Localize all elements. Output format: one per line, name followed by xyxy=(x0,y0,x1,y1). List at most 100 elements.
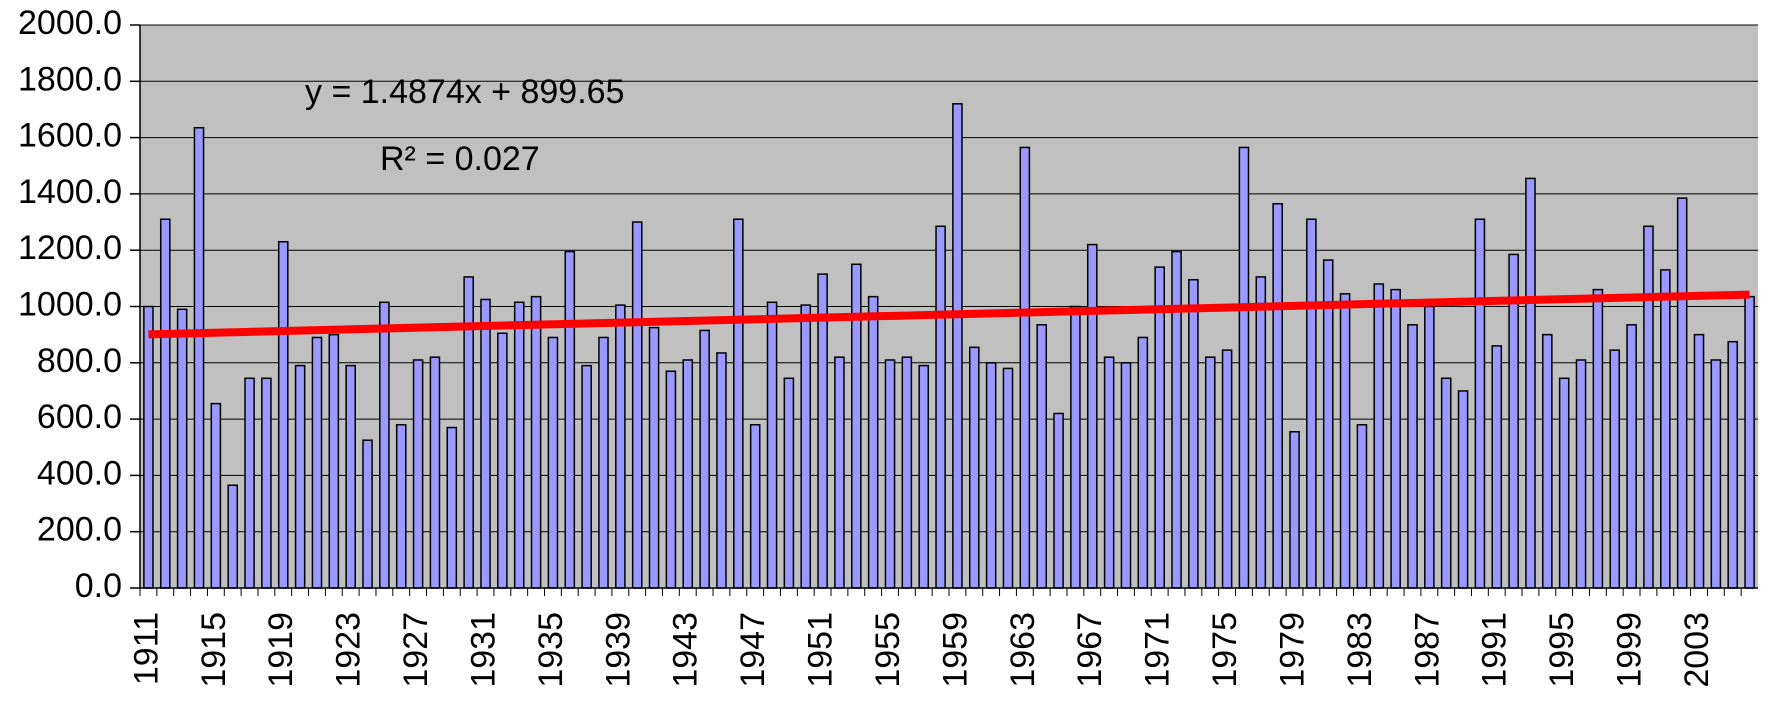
x-tick-label: 1931 xyxy=(464,612,502,688)
x-tick-label: 1987 xyxy=(1408,612,1446,688)
bar xyxy=(564,250,576,589)
x-tick-label: 1943 xyxy=(667,612,705,688)
bar xyxy=(1238,146,1250,589)
x-tick-label: 1939 xyxy=(599,612,637,688)
bar xyxy=(1744,295,1755,589)
bar xyxy=(1171,250,1182,589)
bar xyxy=(547,336,559,589)
x-tick-label: 2003 xyxy=(1678,612,1716,688)
bar xyxy=(867,295,879,589)
bars xyxy=(143,103,1755,589)
bar xyxy=(1120,362,1132,589)
bar xyxy=(968,346,980,589)
bar xyxy=(1188,279,1199,589)
bar xyxy=(985,362,997,589)
bar xyxy=(1356,423,1368,589)
bar xyxy=(1407,324,1418,589)
bar xyxy=(716,352,727,589)
y-tick-label: 1000.0 xyxy=(18,285,122,323)
bar xyxy=(311,336,323,589)
x-tick-label: 1975 xyxy=(1206,612,1244,688)
bar xyxy=(1086,243,1098,589)
y-tick-label: 400.0 xyxy=(37,454,122,492)
x-tick-label: 1999 xyxy=(1611,612,1649,688)
x-tick-label: 1915 xyxy=(195,612,233,688)
bar xyxy=(1592,288,1604,589)
x-tick-label: 1919 xyxy=(262,612,300,688)
bar xyxy=(1660,269,1671,589)
y-tick-label: 200.0 xyxy=(37,511,122,549)
x-tick-label: 1971 xyxy=(1139,612,1177,688)
bar xyxy=(1036,324,1047,589)
bar xyxy=(446,426,458,589)
bar xyxy=(615,304,626,589)
y-tick-label: 1800.0 xyxy=(18,60,122,98)
x-tick-label: 1967 xyxy=(1071,612,1109,688)
bar xyxy=(1626,324,1637,589)
bar xyxy=(834,356,845,589)
bar xyxy=(952,103,963,589)
bar xyxy=(648,326,660,589)
x-tick-label: 1963 xyxy=(1004,612,1042,688)
bar xyxy=(901,356,913,589)
bar xyxy=(294,364,306,589)
bar xyxy=(581,364,592,589)
bar xyxy=(193,126,205,589)
bar xyxy=(1221,349,1233,589)
bar xyxy=(530,295,542,589)
bar xyxy=(1575,359,1587,589)
y-tick-label: 800.0 xyxy=(37,342,122,380)
bar xyxy=(159,218,171,589)
grid xyxy=(140,24,1758,589)
bar xyxy=(733,218,744,589)
bar xyxy=(1204,356,1216,589)
bar xyxy=(328,333,340,589)
bar xyxy=(1440,377,1452,589)
x-tick-label: 1979 xyxy=(1273,612,1311,688)
bar xyxy=(1322,259,1334,589)
bar xyxy=(395,423,407,589)
x-tick-label: 1991 xyxy=(1476,612,1514,688)
bar xyxy=(1070,305,1081,589)
x-tick-label: 1911 xyxy=(127,612,165,685)
bar xyxy=(1491,345,1503,589)
bar xyxy=(766,301,778,589)
bar xyxy=(1103,356,1115,589)
bar xyxy=(1542,333,1553,589)
bar xyxy=(1154,266,1165,589)
bar xyxy=(699,329,710,589)
bar xyxy=(1390,288,1401,589)
bar xyxy=(749,423,761,589)
bar xyxy=(1474,218,1486,589)
y-tick-label: 1400.0 xyxy=(18,173,122,211)
y-tick-label: 0.0 xyxy=(75,567,122,605)
x-tick-label: 1955 xyxy=(869,612,907,688)
bar xyxy=(345,364,356,589)
bar xyxy=(1525,177,1536,589)
bar xyxy=(1373,283,1385,589)
x-tick-label: 1951 xyxy=(802,612,840,688)
bar xyxy=(1558,377,1570,589)
bar xyxy=(210,402,222,589)
bar xyxy=(1137,336,1149,589)
x-tick-label: 1983 xyxy=(1341,612,1379,688)
bar xyxy=(429,356,441,589)
y-tick-label: 600.0 xyxy=(37,398,122,436)
trend-equation: y = 1.4874x + 899.65 xyxy=(305,73,624,111)
bar xyxy=(1457,390,1469,589)
bar xyxy=(143,305,154,589)
bar xyxy=(1272,203,1283,589)
bar xyxy=(631,221,643,589)
bar xyxy=(362,439,373,589)
x-tick-label: 1923 xyxy=(330,612,368,688)
x-tick-label: 1947 xyxy=(734,612,772,688)
bar xyxy=(800,304,812,589)
y-tick-label: 1200.0 xyxy=(18,229,122,267)
y-tick-label: 2000.0 xyxy=(18,4,122,42)
bar xyxy=(665,370,677,589)
bar xyxy=(1676,197,1688,589)
bar xyxy=(1255,276,1267,589)
bar xyxy=(1019,146,1031,589)
x-tick-label: 1935 xyxy=(532,612,570,688)
